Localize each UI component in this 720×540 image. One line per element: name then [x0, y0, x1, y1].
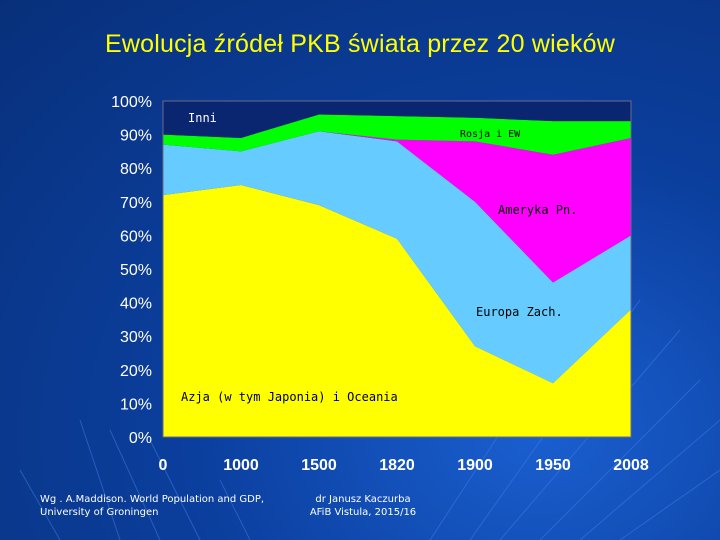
x-tick-label: 0	[159, 457, 168, 474]
x-tick-label: 1950	[535, 457, 571, 474]
label-ameryka: Ameryka Pn.	[498, 203, 577, 217]
area-ameryka-pn	[163, 131, 631, 283]
area-azja-w-tym-japonia-i-oceania	[163, 185, 631, 437]
y-tick-label: 100%	[111, 94, 152, 111]
x-tick-label: 1500	[301, 457, 337, 474]
y-tick-label: 80%	[120, 161, 152, 178]
x-tick-label: 1000	[223, 457, 259, 474]
source-text: Wg . A.Maddison. World Population and GD…	[40, 494, 265, 518]
source-note: Wg . A.Maddison. World Population and GD…	[40, 493, 280, 519]
x-tick-label: 2008	[613, 457, 649, 474]
y-axis-ticks: 0% 10% 20% 30% 40% 50% 60% 70% 80% 90% 100%	[111, 94, 152, 447]
area-europa-zach	[163, 131, 631, 384]
label-azja: Azja (w tym Japonia) i Oceania	[181, 390, 398, 404]
label-europa: Europa Zach.	[476, 305, 563, 319]
x-axis-ticks: 0 1000 1500 1820 1900 1950 2008	[159, 457, 649, 474]
author-name: dr Janusz Kaczurba	[315, 494, 411, 505]
author-affiliation: AFiB Vistula, 2015/16	[309, 507, 417, 518]
x-tick-label: 1820	[379, 457, 415, 474]
area-inni	[163, 101, 631, 138]
y-tick-label: 20%	[120, 363, 152, 380]
plot-frame	[162, 100, 632, 438]
y-tick-label: 50%	[120, 262, 152, 279]
y-tick-label: 0%	[129, 430, 152, 447]
y-tick-label: 40%	[120, 296, 152, 313]
area-series-group	[163, 101, 631, 437]
y-tick-label: 70%	[120, 195, 152, 212]
author-credit: dr Janusz Kaczurba AFiB Vistula, 2015/16	[298, 493, 428, 519]
y-tick-label: 10%	[120, 396, 152, 413]
label-inni: Inni	[188, 111, 217, 125]
label-rosja: Rosja i EW	[460, 129, 521, 140]
y-tick-label: 60%	[120, 228, 152, 245]
x-tick-label: 1900	[457, 457, 493, 474]
area-rosja-i-ew	[163, 114, 631, 155]
y-tick-label: 90%	[120, 128, 152, 145]
slide-title: Ewolucja źródeł PKB świata przez 20 wiek…	[104, 30, 615, 58]
y-tick-label: 30%	[120, 329, 152, 346]
